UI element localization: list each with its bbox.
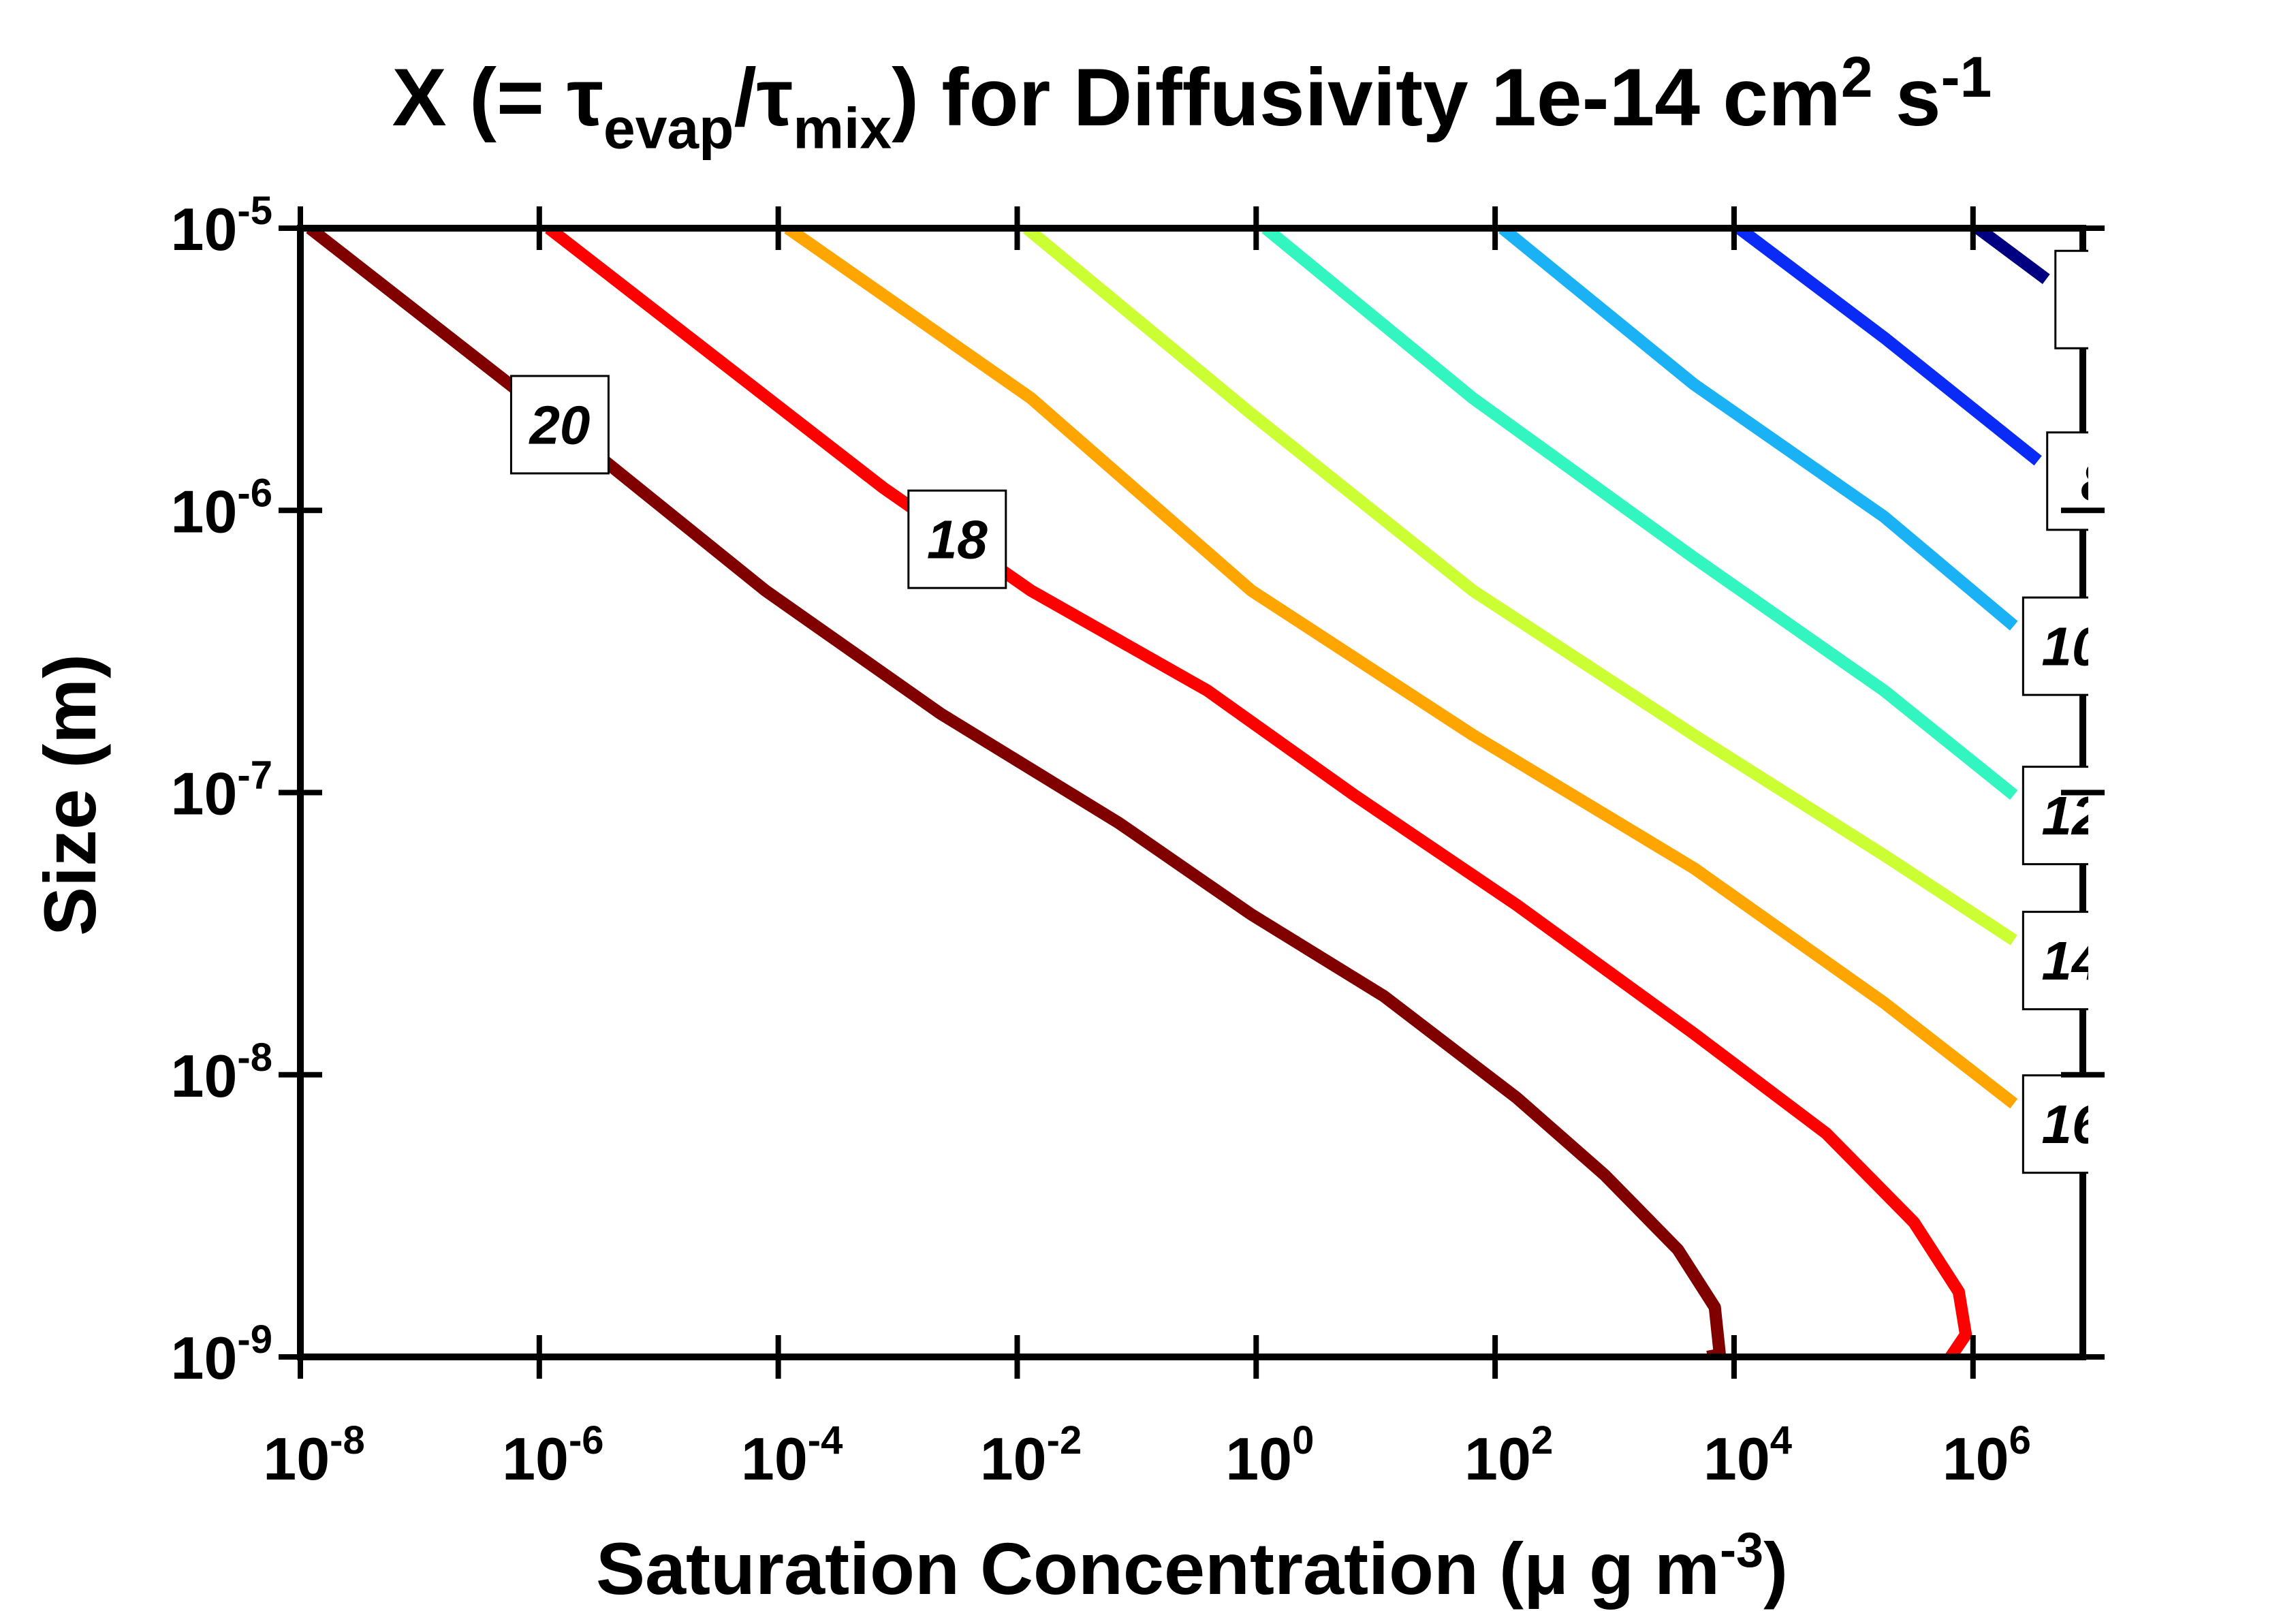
contour-line — [1498, 228, 2018, 631]
y-axis-label: Size (m) — [29, 654, 111, 936]
y-tick-label: 10-7 — [171, 753, 272, 828]
text-part: s — [1873, 52, 1941, 143]
contour-label-box — [509, 375, 610, 475]
contour-line — [784, 228, 2018, 1109]
contour-lines — [306, 228, 2050, 1357]
text-part: X (= τ — [392, 52, 603, 143]
subscript: mix — [793, 97, 892, 161]
contour-line — [1735, 228, 2042, 466]
contour-label: 18 — [927, 510, 988, 570]
contour-label-box — [2022, 766, 2088, 866]
contour-label-box — [2022, 596, 2088, 696]
x-tick-label: 10-8 — [263, 1418, 364, 1492]
y-tick-label: 10-6 — [171, 471, 272, 545]
supscript: -1 — [1941, 45, 1992, 109]
x-tick-label: 106 — [1943, 1418, 2031, 1492]
contour-label-box — [907, 489, 1007, 589]
x-tick-label: 104 — [1703, 1418, 1792, 1492]
contour-label: 12 — [2041, 785, 2102, 846]
subscript: evap — [603, 97, 734, 161]
x-tick-label: 102 — [1464, 1418, 1553, 1492]
y-tick-label: 10-5 — [171, 189, 272, 263]
y-tick-label: 10-8 — [171, 1035, 272, 1110]
contour-label-box — [2054, 249, 2088, 349]
contour-label: 14 — [2041, 930, 2102, 991]
contour-label-box — [2046, 431, 2088, 531]
y-tick-label: 10-9 — [171, 1317, 272, 1392]
x-tick-label: 10-4 — [741, 1418, 843, 1492]
contour-label: 16 — [2041, 1094, 2102, 1155]
text-part: ) — [1763, 1527, 1788, 1610]
contour-label-box — [2022, 911, 2088, 1011]
supscript: 2 — [1841, 45, 1873, 109]
contour-line — [1022, 228, 2017, 945]
contour-line — [1974, 228, 2050, 285]
x-tick-label: 100 — [1225, 1418, 1314, 1492]
text-part: Saturation Concentration (μ g m — [596, 1527, 1720, 1610]
contour-label: 8 — [2081, 451, 2111, 512]
x-tick-label: 10-2 — [980, 1418, 1082, 1492]
supscript: -3 — [1720, 1523, 1763, 1578]
contour-label: 20 — [528, 394, 590, 455]
contour-labels: 20181614121086 — [509, 249, 2111, 1174]
text-part: ) for Diffusivity 1e-14 cm — [892, 52, 1841, 143]
x-tick-label: 10-6 — [502, 1418, 603, 1492]
contour-line — [1261, 228, 2018, 800]
chart-title: X (= τevap/τmix) for Diffusivity 1e-14 c… — [392, 45, 1992, 161]
contour-line — [306, 228, 1726, 1357]
contour-label: 10 — [2041, 616, 2102, 677]
x-axis-label: Saturation Concentration (μ g m-3) — [596, 1523, 1788, 1610]
text-part: /τ — [734, 52, 793, 143]
contour-label-box — [2022, 1074, 2088, 1174]
